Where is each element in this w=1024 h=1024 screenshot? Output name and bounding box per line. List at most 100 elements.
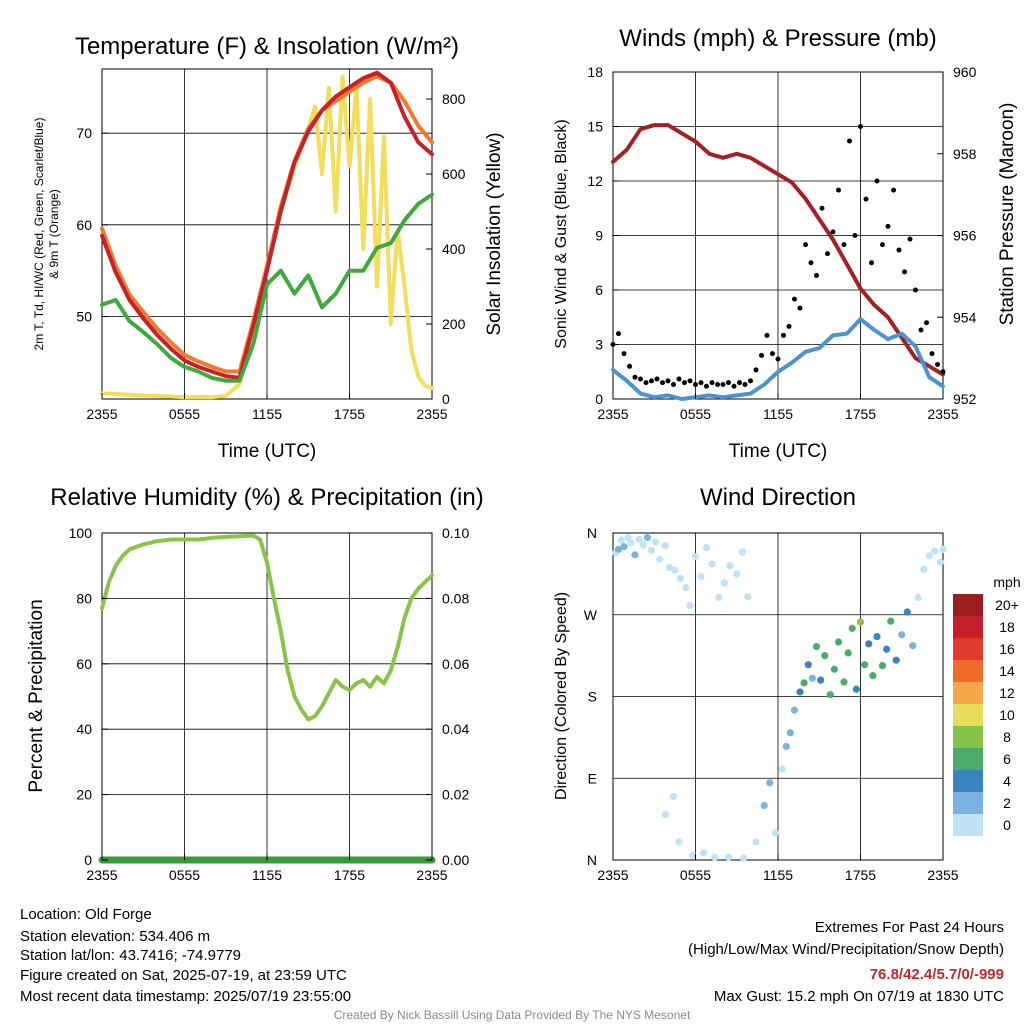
direction-point (671, 566, 679, 574)
winds-gust-point (792, 296, 797, 302)
humidity-x-tick-label: 1155 (252, 867, 282, 883)
legend-label: 10 (999, 707, 1015, 723)
winds-gust-point (742, 381, 748, 387)
legend-swatch (953, 770, 983, 792)
direction-point (931, 547, 939, 555)
direction-point (848, 624, 856, 632)
direction-point (639, 541, 647, 549)
winds-gust-point (852, 233, 858, 238)
winds-gust-point (797, 305, 803, 311)
winds-x-tick-label: 2355 (927, 406, 958, 422)
direction-point (665, 563, 673, 572)
winds-gust-point (819, 205, 825, 211)
winds-x-tick-label: 2355 (597, 406, 628, 422)
winds-y-tick-label: 12 (587, 173, 603, 189)
direction-point (760, 801, 768, 810)
direction-point (804, 661, 812, 669)
direction-legend-title: mph (993, 574, 1020, 590)
winds-gust-point (693, 381, 698, 387)
extremes-title: Extremes For Past 24 Hours (814, 919, 1004, 936)
direction-point (766, 779, 774, 787)
legend-swatch (953, 638, 983, 660)
winds-gust-point (847, 138, 852, 144)
direction-point (852, 685, 860, 693)
winds-x-tick-label: 0555 (680, 406, 711, 422)
winds-y2-tick-label: 954 (953, 309, 977, 325)
humidity-y-tick-label: 80 (76, 590, 92, 606)
temperature-y2-tick-label: 200 (442, 316, 466, 332)
direction-point (675, 838, 683, 846)
humidity-x-tick-label: 0555 (169, 867, 200, 883)
direction-point (689, 851, 697, 860)
temperature-x-tick-label: 2355 (86, 406, 117, 422)
winds-panel-title: Winds (mph) & Pressure (mb) (619, 25, 936, 52)
direction-point (936, 558, 944, 566)
winds-gust-point (929, 351, 935, 357)
direction-y-tick-label: N (587, 525, 597, 541)
winds-y2-tick-label: 956 (953, 228, 977, 244)
winds-gust-point (814, 272, 819, 278)
winds-gust-point (836, 187, 841, 193)
winds-gust-point (902, 269, 907, 275)
legend-swatch (953, 748, 983, 770)
winds-y-label: Sonic Wind & Gust (Blue, Black) (553, 119, 570, 348)
direction-point (887, 617, 895, 625)
temperature-y2-tick-label: 400 (442, 241, 466, 257)
direction-grid (612, 532, 944, 861)
direction-point (635, 535, 643, 543)
direction-point (733, 570, 741, 578)
direction-point (647, 546, 656, 554)
winds-gust-point (676, 376, 682, 382)
temperature-y-tick-label: 70 (76, 125, 92, 141)
direction-point (830, 665, 838, 673)
temperature-x-tick-label: 2355 (416, 406, 447, 422)
winds-gust-point (808, 260, 814, 266)
legend-label: 0 (1003, 817, 1011, 833)
direction-point (656, 555, 664, 563)
winds-gust-point (654, 376, 660, 382)
max-gust-text: Max Gust: 15.2 mph On 07/19 at 1830 UTC (713, 988, 1004, 1005)
winds-gust-point (841, 242, 847, 248)
winds-gust-point (616, 331, 621, 337)
winds-gust-point (830, 229, 836, 235)
direction-point (800, 679, 808, 687)
winds-x-tick-label: 1155 (763, 406, 793, 422)
winds-pressure-line (611, 123, 945, 377)
direction-point (865, 640, 873, 648)
winds-gust-point (786, 323, 792, 329)
direction-point (939, 545, 947, 553)
direction-point (617, 536, 625, 544)
winds-y2-tick-label: 952 (953, 391, 977, 407)
direction-point (920, 565, 928, 573)
direction-point (676, 574, 684, 583)
winds-gust-point (918, 327, 924, 333)
legend-label: 18 (999, 619, 1015, 635)
winds-y-tick-label: 6 (595, 282, 603, 298)
direction-x-tick-label: 0555 (680, 867, 711, 883)
direction-point (686, 602, 694, 610)
direction-point (925, 552, 933, 560)
winds-gust-point (638, 376, 643, 382)
winds-gust-point (698, 380, 704, 386)
winds-gust-point (775, 356, 781, 362)
winds-gust-point (704, 383, 709, 389)
direction-point (808, 674, 816, 682)
winds-gust-point (803, 242, 808, 248)
direction-point (614, 545, 623, 553)
direction-point (700, 849, 708, 857)
winds-gust-point (687, 378, 693, 384)
legend-swatch (953, 726, 983, 748)
temperature-x-tick-label: 0555 (169, 406, 200, 422)
elevation-text: Station elevation: 534.406 m (20, 928, 211, 945)
direction-point (856, 618, 865, 626)
winds-y2-tick-label: 960 (953, 64, 977, 80)
temperature-y-tick-label: 60 (76, 217, 92, 233)
winds-gust-point (863, 196, 869, 202)
temperature-y-label-line2: & 9m T (Orange) (47, 189, 61, 279)
temperature-grid (101, 68, 433, 400)
temperature-t2m-line (100, 70, 434, 380)
direction-y-label: Direction (Colored By Speed) (553, 592, 570, 800)
direction-point (627, 539, 635, 547)
winds-gust-point (858, 124, 863, 129)
